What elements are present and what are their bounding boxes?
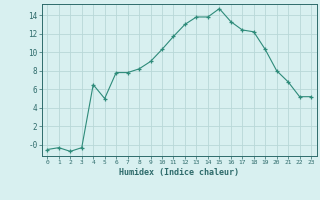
X-axis label: Humidex (Indice chaleur): Humidex (Indice chaleur)	[119, 168, 239, 177]
